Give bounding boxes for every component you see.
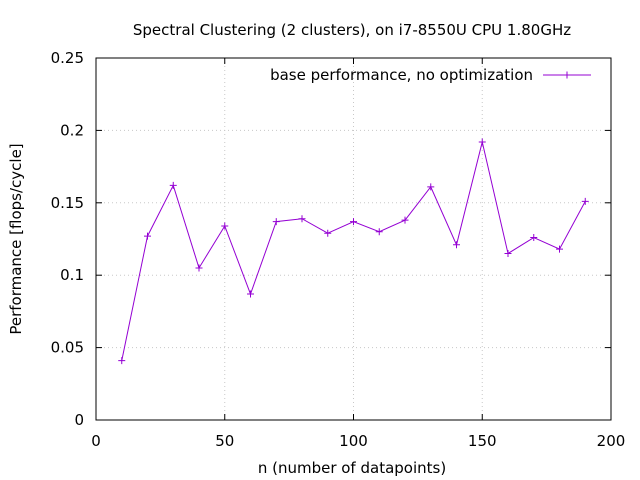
- data-point-marker: [324, 229, 332, 237]
- y-tick-label: 0.05: [51, 339, 84, 357]
- data-point-marker: [272, 218, 280, 226]
- x-tick-label: 0: [91, 432, 101, 450]
- series-layer: [118, 138, 589, 365]
- data-point-marker: [530, 234, 538, 242]
- data-point-marker: [375, 228, 383, 236]
- y-tick-label: 0.25: [51, 49, 84, 67]
- data-point-marker: [504, 249, 512, 257]
- data-point-marker: [247, 290, 254, 298]
- x-tick-label: 200: [597, 432, 626, 450]
- grid-lines: [96, 58, 611, 420]
- y-tick-label: 0.1: [60, 266, 84, 284]
- y-tick-label: 0: [74, 411, 84, 429]
- data-point-marker: [427, 183, 435, 191]
- data-point-marker: [118, 357, 126, 365]
- legend-label: base performance, no optimization: [270, 66, 533, 84]
- data-point-marker: [195, 264, 203, 272]
- data-point-marker: [298, 215, 306, 223]
- x-tick-label: 150: [468, 432, 497, 450]
- y-tick-label: 0.15: [51, 194, 84, 212]
- y-axis-label: Performance [flops/cycle]: [7, 143, 25, 334]
- data-point-marker: [350, 218, 357, 226]
- legend: base performance, no optimization: [270, 66, 591, 84]
- data-point-marker: [401, 216, 409, 224]
- data-point-marker: [144, 232, 151, 240]
- plot-frame: [95, 57, 612, 421]
- axis-ticks: 0 0.05 0.1 0.15 0.2 0.25 0 50 100 150 200: [51, 49, 626, 450]
- x-axis-label: n (number of datapoints): [258, 459, 446, 477]
- x-tick-label: 100: [339, 432, 368, 450]
- data-point-marker: [556, 245, 563, 253]
- data-point-marker: [221, 222, 229, 230]
- x-tick-label: 50: [215, 432, 234, 450]
- legend-marker: [563, 71, 571, 79]
- data-point-marker: [581, 197, 589, 205]
- data-point-marker: [169, 181, 177, 189]
- data-point-marker: [453, 241, 460, 249]
- data-point-marker: [478, 138, 486, 146]
- chart-title: Spectral Clustering (2 clusters), on i7-…: [133, 21, 571, 39]
- y-tick-label: 0.2: [60, 121, 84, 139]
